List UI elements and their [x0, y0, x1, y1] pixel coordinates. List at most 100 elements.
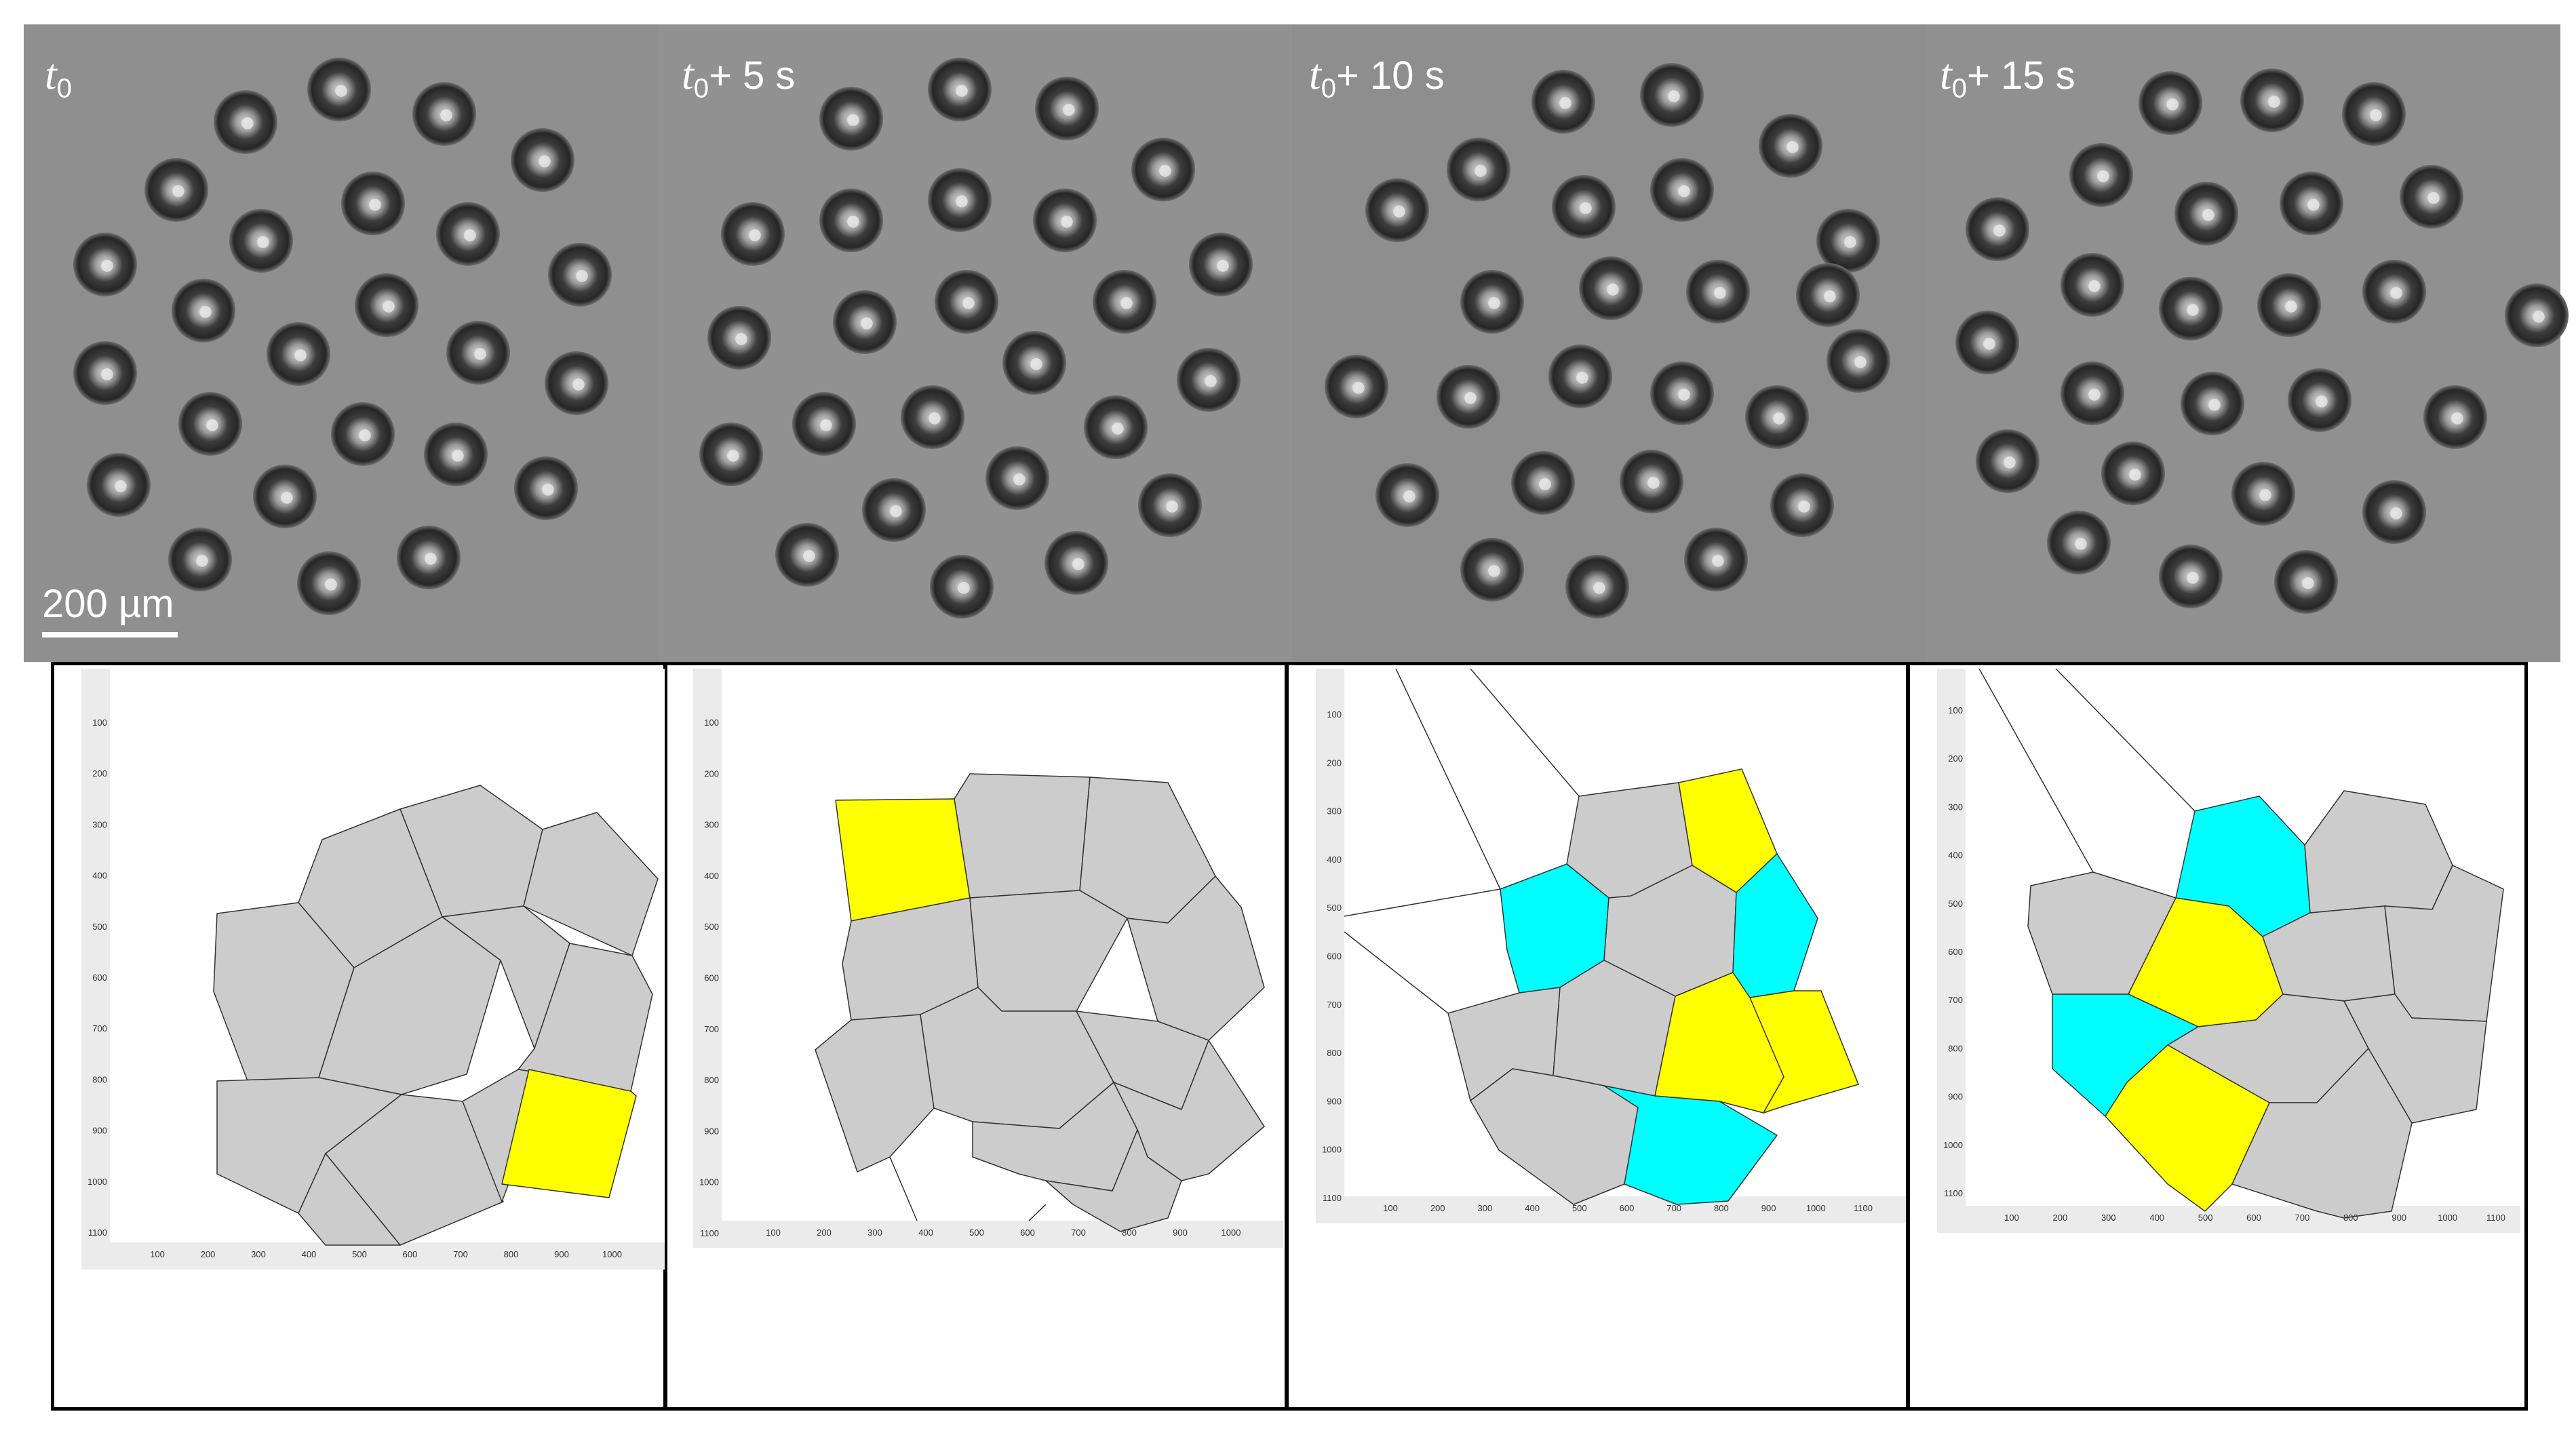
droplet [2046, 510, 2111, 575]
x-tick-label: 900 [1761, 1203, 1776, 1213]
droplet [2341, 81, 2406, 146]
droplet [307, 57, 372, 122]
x-tick-label: 400 [302, 1249, 317, 1259]
droplet [1578, 256, 1643, 321]
y-tick-label: 500 [704, 922, 719, 932]
voronoi-cell [298, 1153, 401, 1246]
droplet [861, 477, 926, 543]
x-tick-label: 900 [2392, 1213, 2406, 1223]
x-ticks-4: 100 200 300 400 500 600 700 800 900 1000 1100 [2004, 1213, 2505, 1223]
y-tick-label: 1000 [1322, 1145, 1342, 1155]
x-tick-label: 500 [969, 1227, 984, 1238]
x-tick-label: 800 [2343, 1213, 2358, 1223]
y-tick-label: 900 [704, 1126, 719, 1136]
voronoi-cell [523, 812, 659, 956]
droplet [412, 81, 477, 146]
x-tick-label: 1100 [2486, 1213, 2505, 1223]
droplet [2362, 479, 2427, 545]
droplet [1758, 113, 1823, 178]
time-label-2: t0+ 5 s [682, 50, 796, 104]
y-tick-label: 400 [704, 871, 719, 881]
y-tick-label: 300 [92, 819, 107, 829]
droplet [2060, 361, 2125, 426]
droplet [792, 391, 857, 456]
x-tick-label: 400 [918, 1227, 933, 1238]
droplet [2504, 283, 2569, 348]
y-tick-label: 600 [704, 973, 719, 983]
x-ticks-2: 100 200 300 400 500 600 700 800 900 1000 [766, 1227, 1241, 1238]
droplet [213, 90, 278, 155]
y-tick-label: 300 [1948, 802, 1963, 812]
y-tick-label: 800 [1327, 1048, 1342, 1058]
droplet [1365, 178, 1430, 243]
droplet [340, 171, 406, 236]
x-tick-label: 1000 [1222, 1227, 1241, 1238]
droplet [1092, 269, 1157, 334]
droplet [1965, 197, 2030, 262]
time-label-4: t0+ 15 s [1940, 50, 2075, 104]
voronoi-edge [2055, 669, 2196, 812]
y-tick-label: 100 [1327, 709, 1342, 720]
voronoi-plot-3: 100 200 300 400 500 600 700 800 900 1000 1100 100 2… [1316, 669, 1906, 1223]
x-tick-label: 100 [2004, 1213, 2019, 1223]
x-tick-label: 400 [1525, 1203, 1540, 1213]
droplet [775, 522, 840, 587]
y-tick-label: 900 [92, 1126, 107, 1136]
droplet [1460, 269, 1525, 334]
x-tick-label: 600 [1020, 1227, 1035, 1238]
axis-bg-bottom [1937, 1206, 2520, 1233]
x-tick-label: 300 [2101, 1213, 2116, 1223]
y-tick-label: 1100 [700, 1228, 719, 1238]
y-tick-label: 500 [92, 922, 107, 932]
droplet [1955, 310, 2020, 375]
y-tick-label: 600 [1327, 951, 1342, 962]
y-tick-label: 500 [1327, 903, 1342, 913]
plot-frame-4 [1906, 662, 2528, 1411]
droplet [819, 86, 884, 151]
y-tick-label: 400 [1327, 854, 1342, 865]
x-tick-label: 900 [1173, 1227, 1188, 1238]
droplet [354, 273, 419, 338]
y-tick-label: 100 [92, 718, 107, 728]
droplet [2279, 171, 2344, 236]
droplet [832, 290, 897, 355]
droplet [547, 242, 612, 307]
x-tick-label: 100 [1383, 1203, 1398, 1213]
y-tick-label: 200 [704, 768, 719, 779]
y-tick-label: 1000 [1943, 1140, 1963, 1150]
voronoi-edge [1395, 669, 1501, 890]
droplet [720, 201, 785, 267]
x-tick-label: 300 [1478, 1203, 1493, 1213]
x-ticks-1: 100 200 300 400 500 600 700 800 900 1000 [150, 1249, 622, 1259]
x-tick-label: 700 [453, 1249, 468, 1259]
droplet [2101, 441, 2166, 506]
droplet [435, 201, 501, 267]
y-tick-label: 400 [1948, 850, 1963, 861]
droplet [446, 320, 511, 385]
droplet [1551, 174, 1616, 239]
voronoi-cell [1045, 1129, 1182, 1232]
droplet [396, 525, 461, 590]
x-tick-label: 300 [251, 1249, 266, 1259]
y-tick-label: 1000 [87, 1177, 107, 1187]
voronoi-edge [1978, 669, 2094, 873]
x-tick-label: 500 [1572, 1203, 1587, 1213]
droplet [1436, 364, 1501, 429]
y-tick-label: 200 [1948, 753, 1963, 764]
y-ticks-1: 100 200 300 400 500 600 700 800 900 1000 1100 [87, 718, 107, 1238]
y-ticks-4: 100 200 300 400 500 600 700 800 900 1000 1100 [1943, 705, 1963, 1198]
y-tick-label: 800 [92, 1074, 107, 1084]
voronoi-cell [2231, 1048, 2413, 1219]
droplet [2158, 544, 2223, 609]
droplet [1744, 385, 1810, 450]
x-tick-label: 800 [1122, 1227, 1137, 1238]
x-tick-label: 500 [352, 1249, 367, 1259]
droplet [86, 452, 151, 517]
y-tick-label: 600 [92, 972, 107, 983]
droplet [1685, 259, 1751, 324]
y-tick-label: 1100 [1944, 1188, 1963, 1198]
y-tick-label: 400 [92, 871, 107, 881]
droplet [2174, 181, 2239, 246]
droplet [1446, 137, 1511, 202]
voronoi-edge [1344, 931, 1449, 1014]
